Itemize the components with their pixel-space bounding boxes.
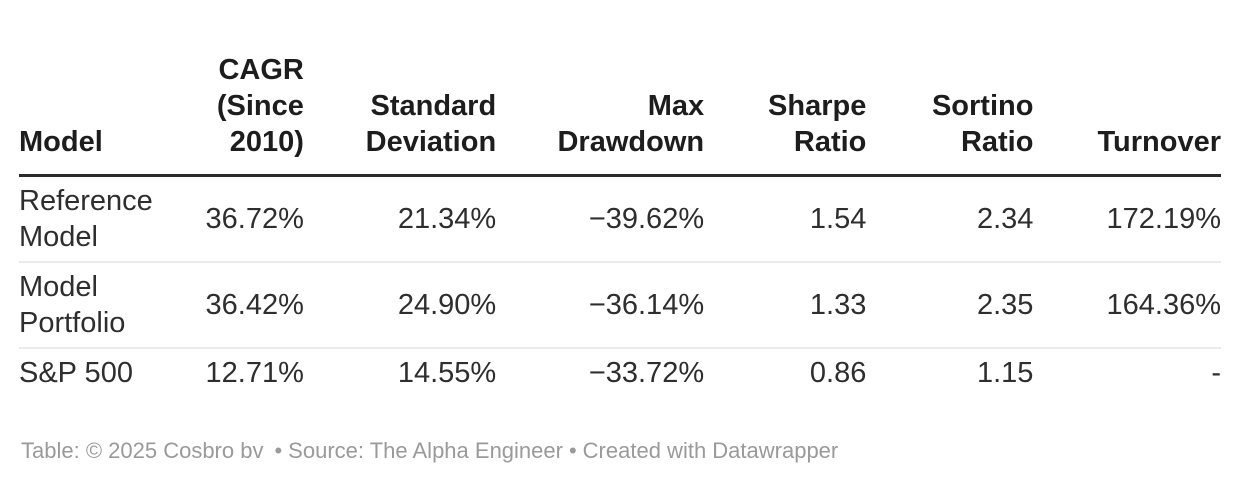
cell-turnover: 164.36% [1033,261,1221,348]
table-row-reference-model: Reference Model 36.72% 21.34% −39.62% 1.… [19,176,1221,263]
cell-sharpe-ratio: 1.54 [809,203,867,235]
table-row-model-portfolio: Model Portfolio 36.42% 24.90% −36.14% 1.… [19,261,1221,348]
footer-bullet: • [274,438,283,463]
column-header-cagr: CAGR (Since 2010) [183,52,304,177]
cell-standard-deviation: 14.55% [303,347,497,397]
cell-sortino-ratio: 1.15 [866,347,1034,397]
cell-sortino-ratio: 2.35 [866,261,1034,348]
row-label: Model Portfolio [19,261,184,348]
row-label: Reference Model [19,185,153,253]
row-label: S&P 500 [19,347,184,397]
cell-cagr: 12.71% [183,347,304,397]
cell-turnover: - [1033,347,1221,397]
cell-cagr: 36.72% [205,203,304,235]
column-header-sortino-ratio: Sortino Ratio [866,52,1034,177]
cell-standard-deviation: 24.90% [303,261,497,348]
cell-standard-deviation: 21.34% [397,203,497,235]
column-header-sharpe-ratio: Sharpe Ratio [704,52,867,177]
header-row: Model CAGR (Since 2010) Standard Deviati… [19,52,1221,177]
column-header-model: Model [19,52,184,177]
footer-bullet: • [568,438,577,463]
column-header-turnover: Turnover [1033,52,1221,177]
cell-sharpe-ratio: 0.86 [704,347,867,397]
created-with-text: Created with Datawrapper [582,438,839,463]
cell-sharpe-ratio: 1.33 [704,261,867,348]
metrics-table: Model CAGR (Since 2010) Standard Deviati… [19,52,1221,397]
cell-max-drawdown: −39.62% [588,203,705,235]
cell-sortino-ratio: 2.34 [976,203,1034,235]
cell-cagr: 36.42% [183,261,304,348]
table-container: Model CAGR (Since 2010) Standard Deviati… [19,52,1221,465]
column-header-max-drawdown: Max Drawdown [496,52,705,177]
cell-max-drawdown: −33.72% [496,347,705,397]
attribution-text: Table: © 2025 Cosbro bv [21,438,264,463]
table-row-sp500: S&P 500 12.71% 14.55% −33.72% 0.86 1.15 … [19,347,1221,397]
cell-turnover: 172.19% [1106,203,1222,235]
column-header-standard-deviation: Standard Deviation [303,52,497,177]
cell-max-drawdown: −36.14% [496,261,705,348]
table-footer: Table: © 2025 Cosbro bv • Source: The Alph… [19,437,1221,465]
source-text: Source: The Alpha Engineer [288,438,563,463]
